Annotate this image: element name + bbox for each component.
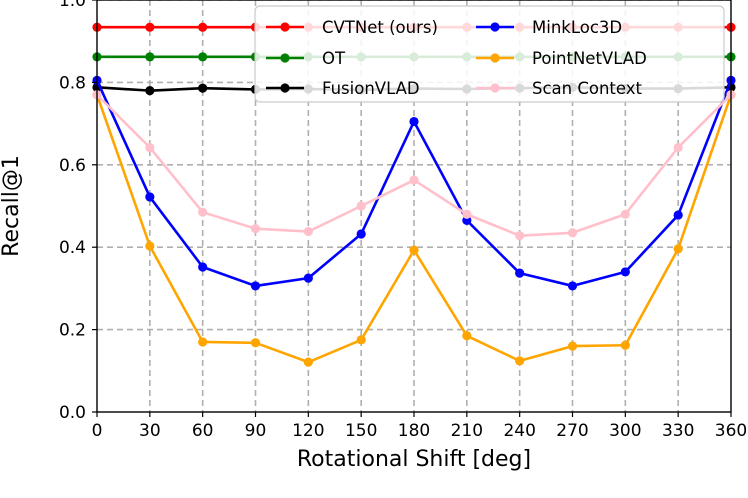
x-tick-label: 270: [556, 421, 588, 441]
x-tick-label: 360: [715, 421, 747, 441]
data-point: [198, 22, 208, 32]
legend-label: Scan Context: [532, 79, 643, 98]
data-point: [198, 337, 208, 347]
x-tick-label: 120: [292, 421, 324, 441]
data-point: [567, 341, 578, 351]
x-tick-label: 150: [345, 421, 377, 441]
x-tick-label: 90: [245, 421, 267, 441]
series-pointnetvlad: [92, 90, 736, 367]
data-point: [409, 116, 419, 127]
data-point: [515, 356, 525, 366]
data-point: [673, 244, 683, 254]
x-tick-label: 330: [662, 421, 694, 441]
data-point: [515, 268, 525, 278]
legend-swatch-marker: [280, 53, 290, 63]
data-point: [567, 281, 578, 291]
data-point: [145, 142, 155, 153]
legend-item: PointNetVLAD: [476, 49, 647, 68]
data-point: [198, 52, 208, 62]
data-point: [673, 210, 683, 220]
y-tick-label: 1.0: [59, 0, 86, 11]
legend-label: CVTNet (ours): [322, 18, 438, 37]
data-point: [356, 201, 366, 211]
data-point: [620, 267, 630, 277]
data-point: [145, 52, 155, 62]
legend-label: PointNetVLAD: [532, 49, 647, 68]
legend-label: MinkLoc3D: [532, 18, 622, 37]
legend: CVTNet (ours) OT FusionVLAD MinkLoc3D PointN…: [254, 5, 725, 103]
data-point: [198, 83, 208, 93]
data-point: [462, 209, 472, 219]
data-point: [462, 331, 472, 341]
data-point: [198, 207, 208, 217]
data-point: [303, 357, 313, 367]
data-point: [250, 281, 261, 291]
data-point: [409, 175, 419, 185]
data-point: [145, 192, 155, 202]
legend-item: MinkLoc3D: [476, 18, 622, 37]
ticks: 0 30 60 90 120 150 180 210 240 270 300 330 360 0.0 0.2…: [59, 0, 747, 441]
data-point: [250, 224, 261, 234]
data-point: [145, 22, 155, 32]
y-tick-label: 0.4: [59, 238, 86, 258]
data-point: [673, 142, 683, 153]
y-axis-title: Recall@1: [0, 155, 24, 257]
legend-item: FusionVLAD: [266, 79, 420, 98]
legend-swatch-marker: [490, 83, 500, 93]
data-point: [620, 340, 630, 350]
legend-box: [254, 5, 725, 103]
y-tick-label: 0.8: [59, 73, 86, 93]
data-point: [303, 273, 313, 283]
data-point: [250, 338, 261, 348]
data-point: [356, 229, 366, 239]
x-tick-label: 210: [451, 421, 483, 441]
legend-swatch-marker: [490, 53, 500, 63]
legend-item: CVTNet (ours): [266, 18, 438, 37]
x-tick-label: 240: [503, 421, 535, 441]
legend-label: FusionVLAD: [322, 79, 420, 98]
data-point: [567, 228, 578, 238]
data-point: [515, 231, 525, 241]
data-point: [198, 262, 208, 272]
x-tick-label: 30: [139, 421, 161, 441]
y-tick-label: 0.6: [59, 156, 86, 176]
series-minkloc3d: [92, 75, 736, 291]
x-axis-title: Rotational Shift [deg]: [297, 447, 531, 472]
x-tick-label: 300: [609, 421, 641, 441]
data-point: [356, 335, 366, 345]
data-point: [409, 245, 419, 255]
y-tick-label: 0.2: [59, 321, 86, 341]
y-tick-label: 0.0: [59, 403, 86, 423]
data-point: [620, 209, 630, 219]
legend-item: Scan Context: [476, 79, 643, 98]
data-point: [145, 86, 155, 96]
data-point: [303, 226, 313, 237]
x-tick-label: 0: [92, 421, 103, 441]
x-tick-label: 60: [192, 421, 214, 441]
legend-label: OT: [322, 49, 346, 68]
data-point: [145, 241, 155, 251]
legend-item: OT: [266, 49, 346, 68]
legend-swatch-marker: [280, 22, 290, 32]
legend-swatch-marker: [490, 22, 500, 32]
x-tick-label: 180: [398, 421, 430, 441]
legend-swatch-marker: [280, 83, 290, 93]
